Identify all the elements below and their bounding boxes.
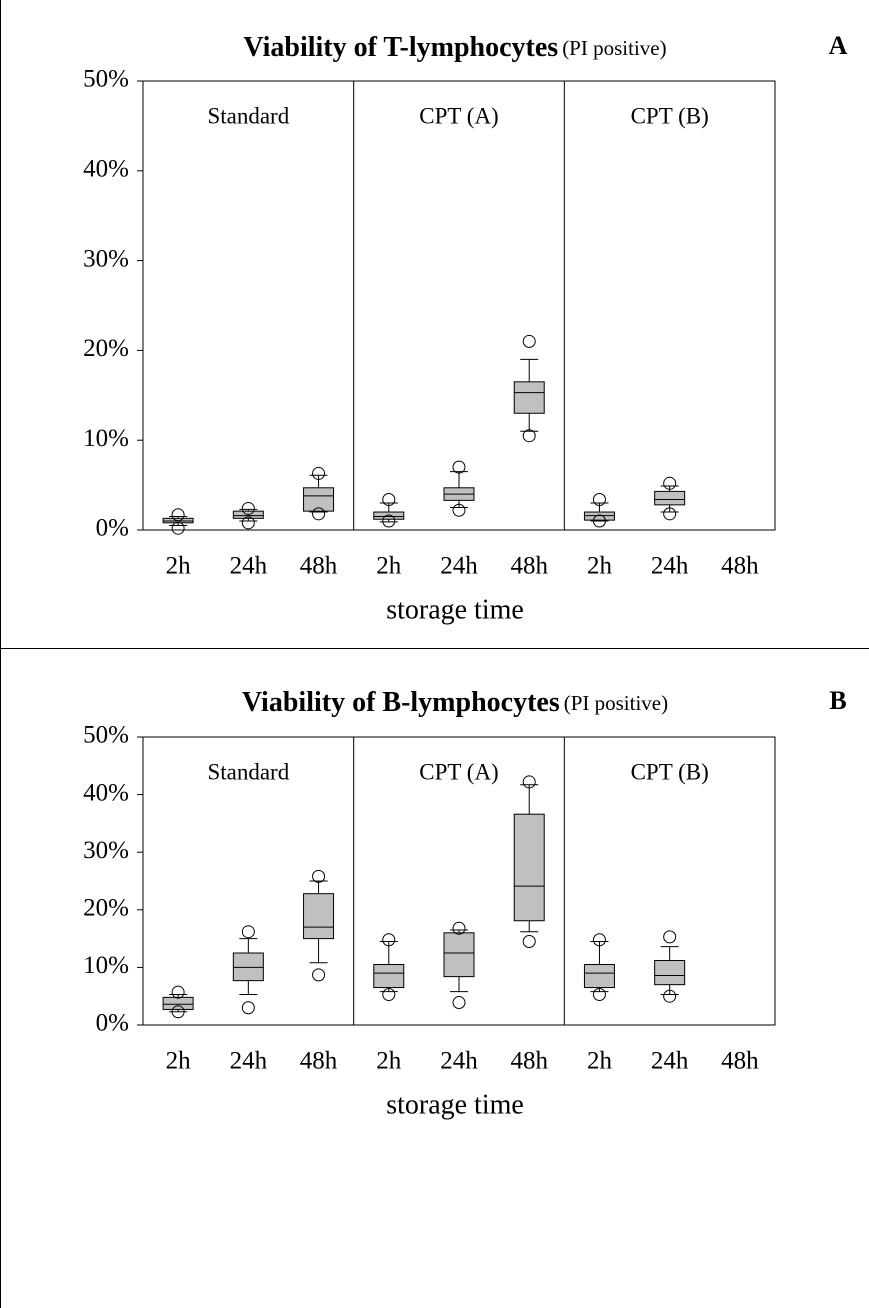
outlier [241, 516, 255, 530]
outlier [663, 989, 677, 1003]
outlier [522, 934, 536, 948]
outlier [382, 514, 396, 528]
x-tick-label: 48h [300, 1048, 338, 1075]
group-label: CPT (A) [419, 103, 498, 128]
outlier [382, 987, 396, 1001]
outlier [171, 508, 185, 522]
group-label: CPT (B) [631, 103, 709, 128]
box [583, 964, 615, 989]
outlier [312, 507, 326, 521]
title-sub: (PI positive) [564, 691, 668, 715]
x-tick-label: 48h [721, 553, 759, 580]
outlier [312, 968, 326, 982]
panel-label: B [829, 686, 846, 715]
box [513, 381, 545, 414]
y-tick-label: 40% [83, 779, 129, 806]
x-tick-label: 2h [376, 1048, 402, 1075]
outlier [452, 503, 466, 517]
group-label: Standard [207, 103, 289, 128]
outlier [663, 930, 677, 944]
plot-frame [142, 736, 776, 1026]
outlier [522, 334, 536, 348]
x-tick-label: 2h [587, 1048, 613, 1075]
group-label: CPT (A) [419, 759, 498, 784]
x-tick-label: 24h [440, 553, 478, 580]
outlier [522, 429, 536, 443]
y-tick-label: 0% [96, 1010, 129, 1037]
outlier [452, 996, 466, 1010]
plot-frame [142, 80, 776, 531]
outlier [382, 933, 396, 947]
x-tick-label: 48h [510, 553, 548, 580]
outlier [592, 492, 606, 506]
outlier [663, 507, 677, 521]
title-sub: (PI positive) [562, 36, 666, 60]
y-tick-label: 30% [83, 837, 129, 864]
x-tick-label: 24h [230, 1048, 268, 1075]
group-label: Standard [207, 759, 289, 784]
x-tick-label: 48h [510, 1048, 548, 1075]
box [162, 996, 194, 1010]
x-tick-label: 2h [587, 553, 613, 580]
outlier [452, 460, 466, 474]
outlier [382, 492, 396, 506]
box [232, 952, 264, 982]
y-tick-label: 40% [83, 156, 129, 183]
box [513, 813, 545, 922]
y-tick-label: 20% [83, 895, 129, 922]
y-tick-label: 10% [83, 425, 129, 452]
title-main: Viability of B-lymphocytes [242, 687, 560, 718]
y-tick-label: 50% [83, 66, 129, 93]
box [443, 932, 475, 978]
chart-title: Viability of T-lymphocytes (PI positive) [243, 32, 666, 63]
x-tick-label: 24h [230, 553, 268, 580]
box [303, 487, 335, 512]
outlier [663, 476, 677, 490]
chart-title: Viability of B-lymphocytes (PI positive) [242, 687, 668, 718]
outlier [171, 985, 185, 999]
y-tick-label: 50% [83, 722, 129, 749]
outlier [592, 987, 606, 1001]
y-tick-label: 0% [96, 515, 129, 542]
box [303, 893, 335, 940]
outlier [592, 514, 606, 528]
x-tick-label: 2h [376, 553, 402, 580]
x-tick-label: 48h [721, 1048, 759, 1075]
x-axis-label: storage time [386, 594, 524, 625]
x-tick-label: 2h [166, 553, 192, 580]
x-tick-label: 24h [651, 553, 689, 580]
y-tick-label: 20% [83, 335, 129, 362]
outlier [452, 921, 466, 935]
outlier [241, 1001, 255, 1015]
box [654, 490, 686, 506]
box [373, 511, 405, 520]
panel-label: A [829, 31, 848, 60]
outlier [592, 933, 606, 947]
title-main: Viability of T-lymphocytes [243, 32, 558, 63]
outlier [171, 521, 185, 535]
outlier [312, 466, 326, 480]
outlier [241, 501, 255, 515]
outlier [312, 869, 326, 883]
y-tick-label: 30% [83, 245, 129, 272]
box [373, 964, 405, 989]
x-tick-label: 24h [651, 1048, 689, 1075]
box [654, 959, 686, 986]
x-tick-label: 48h [300, 553, 338, 580]
outlier [522, 775, 536, 789]
x-tick-label: 24h [440, 1048, 478, 1075]
y-tick-label: 10% [83, 952, 129, 979]
outlier [241, 925, 255, 939]
x-axis-label: storage time [386, 1089, 524, 1120]
outlier [171, 1005, 185, 1019]
group-label: CPT (B) [631, 759, 709, 784]
x-tick-label: 2h [166, 1048, 192, 1075]
